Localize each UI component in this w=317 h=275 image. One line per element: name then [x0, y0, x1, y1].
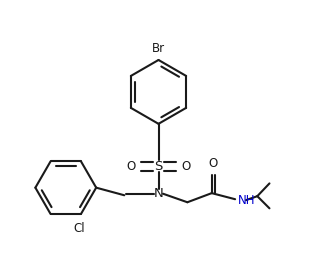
Text: O: O: [208, 157, 217, 170]
Text: S: S: [154, 160, 163, 173]
Text: Br: Br: [152, 42, 165, 54]
Text: NH: NH: [237, 194, 255, 207]
Text: O: O: [181, 160, 191, 173]
Text: O: O: [126, 160, 136, 173]
Text: N: N: [154, 187, 163, 200]
Text: Cl: Cl: [74, 222, 85, 235]
